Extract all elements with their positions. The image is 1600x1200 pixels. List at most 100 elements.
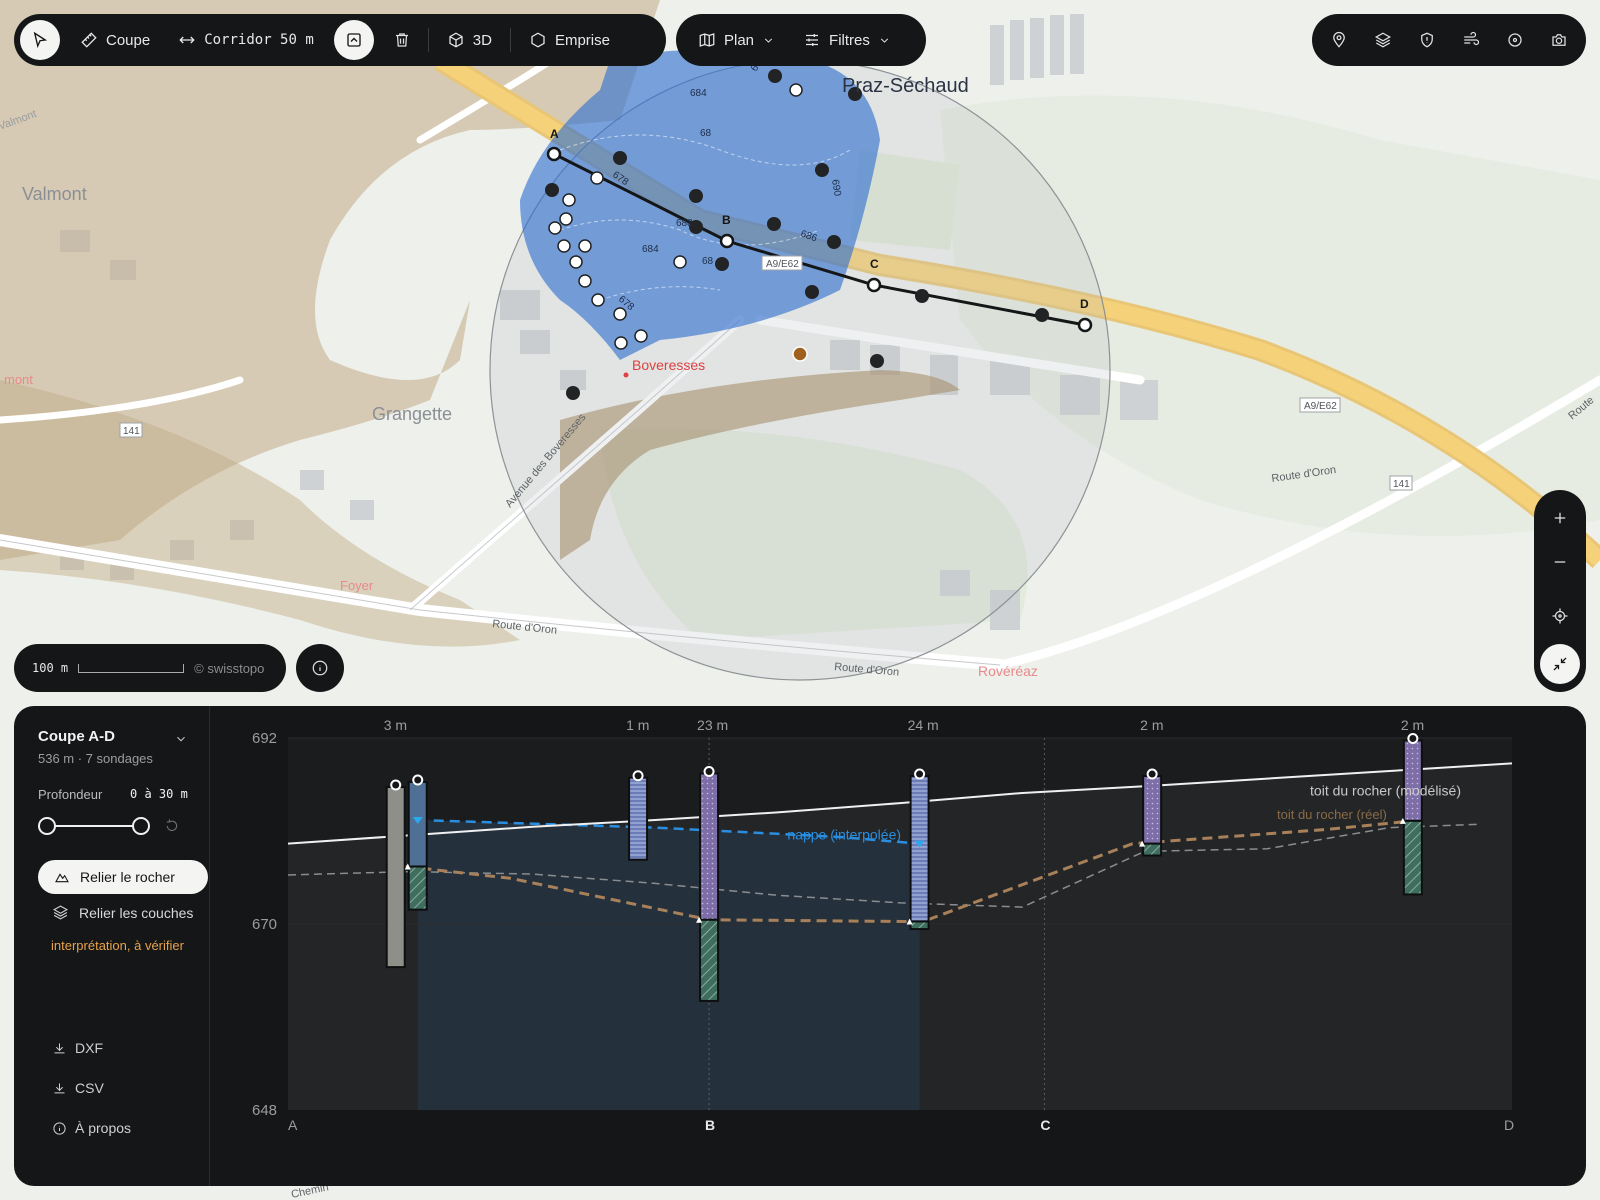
emprise-button[interactable]: Emprise <box>515 14 624 66</box>
water-marker-icon <box>914 840 925 848</box>
y-tick-label: 692 <box>252 730 277 747</box>
view-3d-button[interactable]: 3D <box>433 14 506 66</box>
place-label: Grangette <box>372 404 452 424</box>
place-label: Foyer <box>340 578 374 593</box>
depth-range-slider[interactable] <box>38 816 150 836</box>
section-collapse-button[interactable] <box>170 728 192 750</box>
chevron-down-icon <box>177 736 185 742</box>
about-link[interactable]: À propos <box>52 1120 131 1136</box>
contour-label: 68 <box>700 128 712 139</box>
section-subtitle: 536 m · 7 sondages <box>38 751 153 766</box>
download-icon <box>54 1043 65 1053</box>
place-label: Valmont <box>22 184 87 204</box>
camera-icon <box>1552 34 1566 46</box>
hexagon-icon <box>531 32 545 48</box>
scale-label: 100 m <box>32 661 69 675</box>
location-pin-button[interactable] <box>1317 14 1361 66</box>
map-info-button[interactable] <box>296 644 344 692</box>
width-arrows-icon <box>179 36 195 44</box>
rock-marker-icon <box>1139 840 1146 847</box>
borehole <box>696 766 720 1002</box>
section-label-d: D <box>1080 297 1089 311</box>
slider-max-handle[interactable] <box>132 817 150 835</box>
view-toolbar: Plan Filtres <box>676 14 926 66</box>
map-credit: © swisstopo <box>194 660 265 676</box>
layers-button[interactable] <box>1361 14 1405 66</box>
plan-dropdown[interactable]: Plan <box>676 14 789 66</box>
scale-line <box>78 663 185 673</box>
crosshair-icon <box>1552 608 1568 624</box>
borehole-layer <box>909 775 930 923</box>
connect-rock-button[interactable]: Relier le rocher <box>38 860 208 894</box>
borehole-rock-layer <box>407 865 428 911</box>
borehole-head <box>914 768 926 780</box>
collapse-button[interactable] <box>1540 644 1580 684</box>
chevron-down-icon <box>880 38 888 43</box>
delete-button[interactable] <box>380 14 424 66</box>
corridor-button[interactable]: Corridor 50 m <box>164 14 328 66</box>
mountain-icon <box>55 873 69 883</box>
y-tick-label: 648 <box>252 1102 277 1119</box>
highway-shield: A9/E62 <box>766 259 799 270</box>
place-label: Boveresses <box>632 357 705 373</box>
chevron-down-icon <box>764 38 773 43</box>
slider-min-handle[interactable] <box>38 817 56 835</box>
trash-icon <box>395 33 408 47</box>
toolbar-divider <box>427 28 429 52</box>
connect-layers-button[interactable]: Relier les couches <box>52 904 193 921</box>
connect-layers-label: Relier les couches <box>79 904 194 921</box>
rock-real-label: toit du rocher (réel) <box>1277 807 1387 822</box>
x-marker-label: D <box>1504 1117 1514 1133</box>
save-section-button[interactable] <box>333 20 374 60</box>
borehole-depth-label: 2 m <box>1401 717 1424 733</box>
section-profile-chart[interactable]: 692 670 648 A B C D 3 m 1 m 23 m 24 m 2 m 2 m nappe (… <box>210 706 1586 1186</box>
contour-label: 68 <box>702 256 714 267</box>
water-marker-icon <box>412 817 423 825</box>
shield-button[interactable] <box>1405 14 1449 66</box>
export-csv-link[interactable]: CSV <box>52 1080 104 1096</box>
tools-toolbar: Coupe Corridor 50 m 3D Emprise <box>14 14 666 66</box>
ruler-icon <box>81 32 97 48</box>
layers-icon <box>52 905 69 920</box>
depth-value: 0 à 30 m <box>130 787 188 801</box>
zoom-out-button[interactable] <box>1538 540 1582 584</box>
coupe-tool-button[interactable]: Coupe <box>66 14 164 66</box>
section-panel: Coupe A-D 536 m · 7 sondages Profondeur … <box>14 706 1586 1186</box>
reset-depth-button[interactable] <box>164 818 180 834</box>
road-label: Route d'Oron <box>834 661 900 679</box>
highway-shield: A9/E62 <box>1304 401 1337 412</box>
depth-label: Profondeur <box>38 787 103 802</box>
borehole-depth-label: 24 m <box>908 717 939 733</box>
target-button[interactable] <box>1493 14 1537 66</box>
section-sidebar: Coupe A-D 536 m · 7 sondages Profondeur … <box>14 706 210 1186</box>
borehole-head <box>703 766 715 778</box>
borehole <box>1139 768 1163 857</box>
borehole-layer <box>1142 775 1163 845</box>
wind-icon <box>1464 31 1480 46</box>
borehole <box>1399 733 1423 896</box>
download-icon <box>54 1083 65 1093</box>
borehole-layer <box>628 776 649 861</box>
borehole <box>385 779 406 969</box>
cube-icon <box>449 32 463 48</box>
road-shield: 141 <box>123 426 140 437</box>
emprise-label: Emprise <box>554 31 610 49</box>
zoom-in-button[interactable] <box>1538 496 1582 540</box>
select-tool-button[interactable] <box>20 20 60 60</box>
export-dxf-link[interactable]: DXF <box>52 1040 103 1056</box>
scale-bar: 100 m © swisstopo <box>14 644 286 692</box>
collapse-arrows-icon <box>1553 657 1567 671</box>
place-label: Praz-Séchaud <box>842 75 969 97</box>
rock-marker-icon <box>696 916 703 923</box>
info-icon <box>312 660 328 676</box>
info-icon <box>53 1121 66 1135</box>
borehole-depth-label: 23 m <box>697 717 728 733</box>
camera-button[interactable] <box>1537 14 1581 66</box>
wind-button[interactable] <box>1449 14 1493 66</box>
borehole-head <box>412 774 424 786</box>
locate-button[interactable] <box>1538 594 1582 638</box>
section-title: Coupe A-D <box>38 728 115 745</box>
filtres-dropdown[interactable]: Filtres <box>789 14 905 66</box>
borehole-head <box>1407 733 1419 745</box>
